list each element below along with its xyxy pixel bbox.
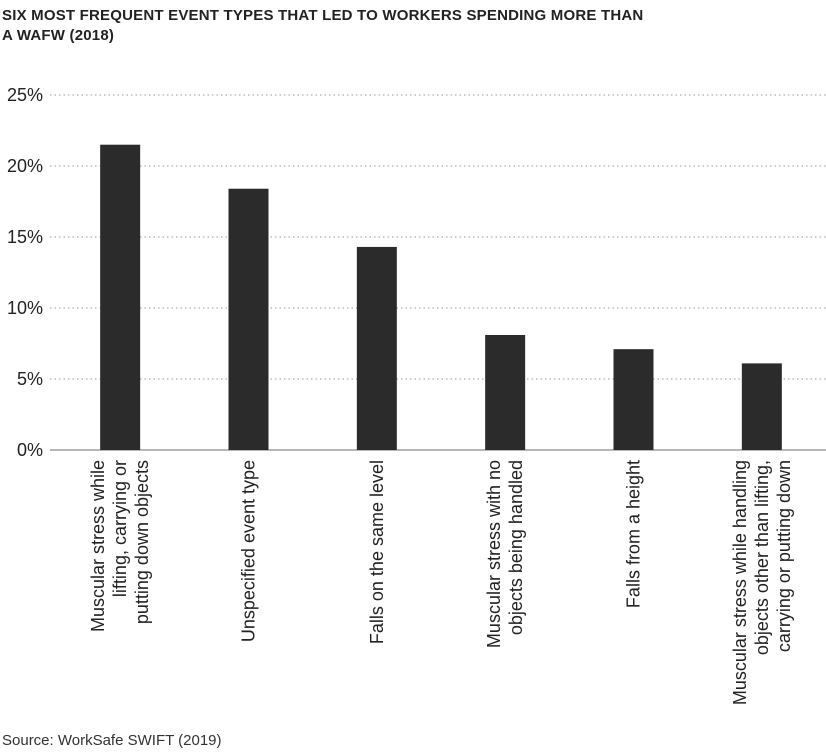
x-tick-label-line: carrying or putting down <box>774 460 794 652</box>
bar <box>485 334 526 450</box>
y-tick-label: 10% <box>7 298 43 318</box>
bar <box>228 188 269 450</box>
x-tick-label-line: Muscular stress with no <box>484 460 504 648</box>
x-tick-label-line: Muscular stress while handling <box>730 460 750 705</box>
bar <box>100 144 141 450</box>
y-axis-ticks: 0% 5% 10% 15% 20% 25% <box>7 85 43 460</box>
y-tick-label: 20% <box>7 156 43 176</box>
grid-lines <box>50 94 826 451</box>
chart-title-line-1: SIX MOST FREQUENT EVENT TYPES THAT LED T… <box>2 7 644 24</box>
x-tick-label-line: objects other than lifting, <box>752 460 772 655</box>
x-tick-label: Falls on the same level <box>367 460 387 644</box>
x-tick-label: Muscular stress with no objects being han… <box>484 460 526 648</box>
bars <box>100 144 782 450</box>
chart-title: SIX MOST FREQUENT EVENT TYPES THAT LED T… <box>2 6 762 46</box>
source-note: Source: WorkSafe SWIFT (2019) <box>2 732 222 749</box>
x-tick-label-line: Muscular stress while <box>88 460 108 632</box>
y-tick-label: 15% <box>7 227 43 247</box>
x-tick-label: Unspecified event type <box>239 460 259 642</box>
x-tick-label-line: objects being handled <box>506 460 526 635</box>
x-axis-labels: Muscular stress while lifting, carrying o… <box>88 460 794 705</box>
x-tick-label: Falls from a height <box>624 460 644 608</box>
x-tick-label-line: Unspecified event type <box>239 460 259 642</box>
x-tick-label: Muscular stress while lifting, carrying o… <box>88 460 152 632</box>
chart-title-line-2: A WAFW (2018) <box>2 27 115 44</box>
y-tick-label: 5% <box>17 369 43 389</box>
x-tick-label: Muscular stress while handling objects ot… <box>730 460 794 705</box>
x-tick-label-line: Falls from a height <box>624 460 644 608</box>
x-tick-label-line: putting down objects <box>132 460 152 624</box>
bar <box>741 363 782 450</box>
x-tick-label-line: lifting, carrying or <box>110 460 130 597</box>
y-tick-label: 0% <box>17 440 43 460</box>
bar <box>356 246 397 450</box>
y-tick-label: 25% <box>7 85 43 105</box>
bar <box>613 349 654 450</box>
x-tick-label-line: Falls on the same level <box>367 460 387 644</box>
